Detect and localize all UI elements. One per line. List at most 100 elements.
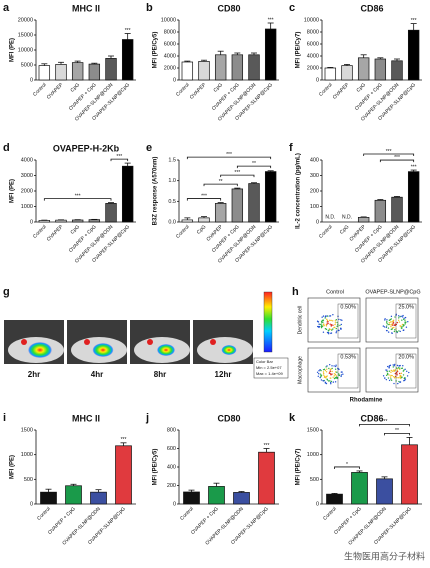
x-tick-label: Control (175, 82, 191, 98)
event (335, 364, 337, 366)
event (391, 332, 393, 334)
event (326, 319, 329, 322)
event (318, 323, 320, 325)
y-tick-label: 8000 (164, 29, 176, 35)
event (403, 369, 405, 371)
chart-title: MHC II (72, 3, 100, 13)
bar (38, 65, 51, 81)
event (392, 322, 394, 325)
event (329, 377, 331, 379)
event (393, 363, 396, 366)
bar (55, 219, 67, 223)
signal (221, 345, 237, 355)
event (326, 378, 328, 380)
significance: ** (219, 179, 223, 185)
y-tick-label: 0 (30, 77, 33, 83)
x-tick-label: Control (318, 224, 334, 240)
y-tick-label: 0 (173, 501, 176, 507)
injection-site (84, 339, 90, 345)
event (323, 368, 326, 371)
bar (90, 491, 107, 505)
event (338, 318, 340, 321)
y-tick-label: 3000 (21, 173, 33, 179)
y-tick-label: 1.0 (168, 178, 176, 184)
injection-site (21, 339, 27, 345)
flow-plot (365, 347, 419, 393)
event (319, 323, 321, 326)
significance: *** (268, 17, 274, 23)
event (320, 369, 322, 372)
event (390, 378, 392, 380)
y-tick-label: 0 (30, 501, 33, 507)
event (320, 322, 323, 324)
bar (38, 220, 51, 223)
event (328, 329, 330, 331)
y-axis-label: MFI (PE/Cy5) (153, 32, 159, 69)
y-tick-label: 10000 (161, 17, 176, 23)
event (390, 371, 392, 373)
event (330, 383, 332, 385)
event (319, 376, 321, 379)
event (397, 319, 400, 321)
event (327, 331, 330, 334)
bar (407, 29, 420, 81)
y-tick-label: 1000 (307, 452, 319, 458)
event (319, 373, 322, 375)
x-tick-label: CpG (196, 224, 208, 236)
significance-bracket (379, 159, 415, 163)
event (332, 328, 334, 330)
event (326, 365, 328, 367)
event (333, 375, 335, 377)
x-axis-label: Rhodamine (350, 398, 383, 404)
event (393, 376, 395, 378)
event (387, 331, 390, 333)
event (388, 323, 390, 326)
event (390, 369, 392, 372)
y-axis-label: MFI (PE) (10, 455, 16, 479)
event (334, 377, 336, 379)
event (335, 319, 338, 321)
event (338, 329, 340, 332)
y-tick-label: 500 (310, 477, 319, 483)
event (329, 363, 331, 366)
event (394, 329, 396, 331)
event (320, 320, 323, 323)
bar (105, 203, 117, 223)
event (387, 377, 390, 379)
gate (395, 353, 417, 389)
bar (214, 203, 227, 223)
event (397, 367, 400, 369)
event (334, 322, 337, 324)
event (399, 374, 401, 377)
event (338, 368, 340, 371)
panel-letter: d (3, 142, 10, 154)
panel-letter: b (146, 2, 153, 14)
panel-letter: i (3, 412, 6, 424)
y-tick-label: 100 (310, 204, 319, 210)
event (399, 316, 401, 318)
bar (233, 492, 250, 505)
flow-plot (307, 297, 361, 343)
significance-bracket (220, 174, 255, 178)
event (393, 326, 395, 329)
event (398, 372, 401, 375)
event (321, 324, 323, 326)
event (342, 373, 344, 375)
x-tick-label: Control (32, 224, 48, 240)
y-tick-label: 1000 (21, 452, 33, 458)
event (391, 323, 393, 325)
event (403, 380, 405, 382)
bar (88, 63, 101, 81)
significance: ** (252, 161, 256, 167)
event (316, 320, 319, 322)
event (324, 369, 327, 372)
y-tick-label: 0 (316, 219, 319, 225)
event (331, 370, 333, 373)
bar (231, 54, 244, 81)
event (326, 323, 328, 325)
event (326, 368, 328, 370)
bar (324, 67, 337, 81)
event (394, 369, 397, 371)
event (330, 324, 333, 326)
